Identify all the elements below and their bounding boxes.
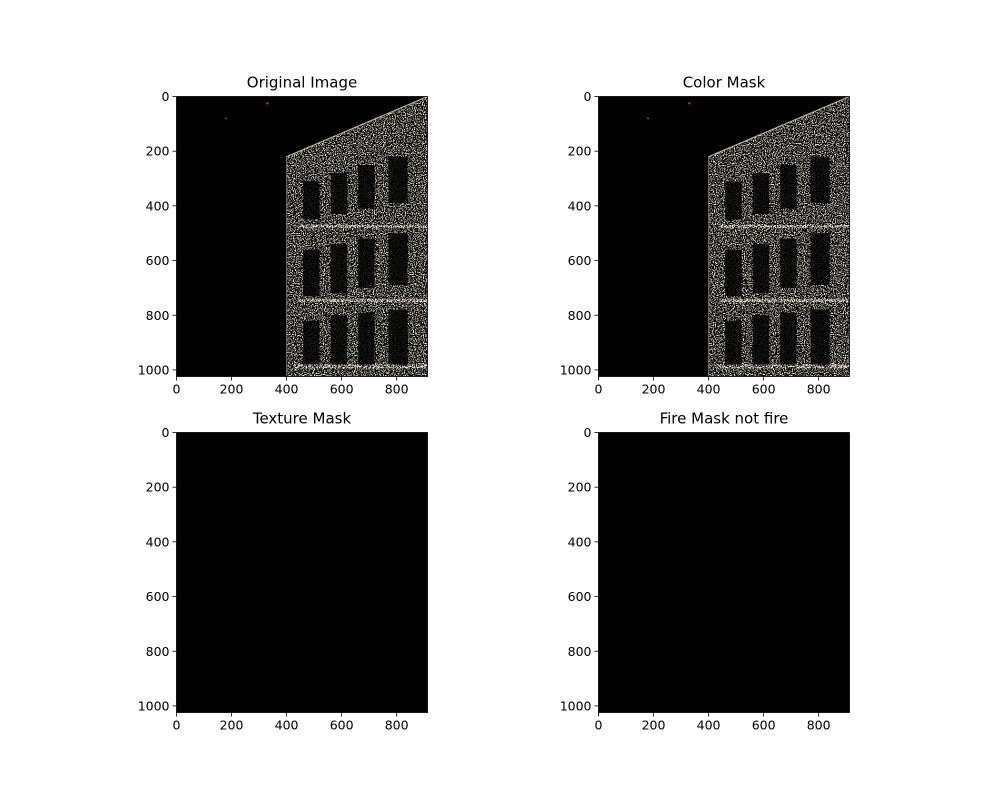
y-tick-label: 1000 (138, 362, 170, 377)
roof-edge (708, 96, 850, 158)
axes-frame (176, 96, 428, 377)
x-tick-label: 800 (807, 718, 831, 733)
x-tick-label: 800 (385, 718, 409, 733)
image-area (176, 432, 428, 713)
y-tick-label: 400 (568, 534, 592, 549)
window-opening (725, 320, 742, 368)
y-tick-label: 200 (146, 144, 170, 159)
subplot-fire-mask: Fire Mask not fire 0 200 400 600 800 0 200 400 60… (560, 410, 850, 733)
window-opening (810, 233, 830, 286)
ledge (297, 225, 428, 228)
subplot-original-image: Original Image 0 200 400 600 800 0 200 400 600 800… (138, 74, 428, 397)
subplot-texture-mask: Texture Mask 0 200 400 600 800 0 200 400 600 800 10… (138, 410, 428, 733)
image-content (647, 96, 850, 377)
x-tick-label: 200 (642, 382, 666, 397)
y-tick-label: 200 (568, 144, 592, 159)
subplot-color-mask: Color Mask 0 200 400 600 800 0 200 400 600 800 1000 (560, 74, 850, 397)
subplot-title: Original Image (247, 74, 357, 92)
window-opening (388, 233, 408, 286)
window-opening (303, 249, 320, 297)
window-opening (725, 181, 742, 220)
axes-frame (598, 432, 850, 713)
window-opening (358, 238, 375, 288)
y-tick-label: 0 (584, 89, 592, 104)
window-opening (810, 156, 830, 204)
ledge (297, 298, 427, 303)
x-tick-label: 0 (173, 382, 181, 397)
x-tick-label: 600 (330, 382, 354, 397)
x-tick-label: 0 (173, 718, 181, 733)
y-tick-label: 800 (146, 308, 170, 323)
x-tick-label: 600 (752, 382, 776, 397)
window-opening (780, 312, 797, 368)
window-opening (303, 181, 320, 220)
window-opening (388, 309, 408, 368)
image-content (225, 96, 428, 377)
x-tick-label: 0 (595, 382, 603, 397)
red-mark (266, 102, 269, 105)
y-tick-label: 600 (146, 253, 170, 268)
y-tick-label: 400 (146, 198, 170, 213)
x-tick-label: 0 (595, 718, 603, 733)
window-opening (780, 238, 797, 288)
x-tick-label: 200 (642, 718, 666, 733)
y-tick-label: 400 (568, 198, 592, 213)
x-tick-label: 800 (385, 382, 409, 397)
y-tick-label: 600 (568, 589, 592, 604)
y-tick-label: 1000 (560, 362, 592, 377)
window-opening (388, 156, 408, 204)
x-tick-label: 400 (697, 718, 721, 733)
y-tick-label: 600 (146, 589, 170, 604)
y-tick-label: 800 (568, 644, 592, 659)
y-tick-label: 800 (146, 644, 170, 659)
window-opening (358, 164, 375, 209)
subplot-title: Fire Mask not fire (660, 410, 789, 428)
x-tick-label: 600 (330, 718, 354, 733)
image-area (598, 432, 850, 713)
y-tick-label: 200 (568, 480, 592, 495)
faint-mark (647, 117, 649, 120)
subplot-title: Texture Mask (252, 410, 352, 428)
window-opening (810, 309, 830, 368)
subplot-title: Color Mask (683, 74, 766, 92)
window-opening (358, 312, 375, 368)
y-tick-label: 0 (584, 425, 592, 440)
window-opening (330, 315, 348, 368)
red-mark (688, 102, 691, 105)
y-tick-label: 600 (568, 253, 592, 268)
ledge (294, 364, 427, 369)
x-tick-label: 200 (220, 382, 244, 397)
axes-frame (598, 96, 850, 377)
x-tick-label: 600 (752, 718, 776, 733)
y-tick-label: 1000 (560, 698, 592, 713)
ledge (719, 298, 849, 303)
y-tick-label: 200 (146, 480, 170, 495)
y-tick-label: 800 (568, 308, 592, 323)
window-opening (752, 244, 770, 294)
ledge (719, 225, 850, 228)
window-opening (725, 249, 742, 297)
window-opening (752, 315, 770, 368)
x-tick-label: 200 (220, 718, 244, 733)
window-opening (330, 244, 348, 294)
x-tick-label: 400 (275, 382, 299, 397)
y-tick-label: 1000 (138, 698, 170, 713)
window-opening (330, 173, 348, 215)
roof-edge (286, 96, 428, 158)
y-tick-label: 0 (162, 89, 170, 104)
x-tick-label: 400 (275, 718, 299, 733)
x-tick-label: 400 (697, 382, 721, 397)
y-tick-label: 400 (146, 534, 170, 549)
window-opening (752, 173, 770, 215)
faint-mark (225, 117, 227, 120)
x-tick-label: 800 (807, 382, 831, 397)
y-tick-label: 0 (162, 425, 170, 440)
window-opening (780, 164, 797, 209)
axes-frame (176, 432, 428, 713)
ledge (716, 364, 849, 369)
window-opening (303, 320, 320, 368)
